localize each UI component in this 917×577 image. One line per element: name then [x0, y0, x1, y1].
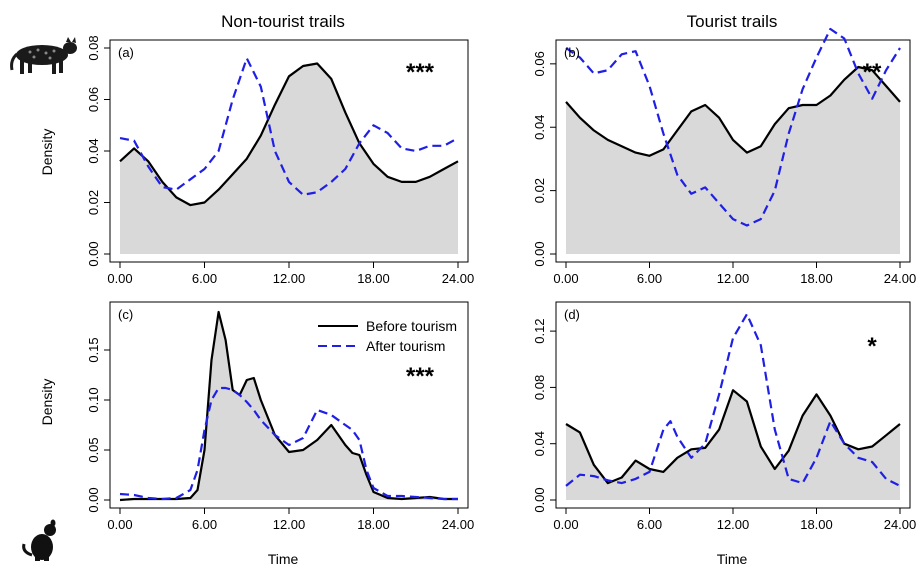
panel-b-after-line: [565, 27, 901, 227]
panel-d: 0.00 6.00 12.00 18.00 24.00 0.00 0.04 0.08 0.12 (…: [532, 301, 917, 532]
panel-a-xtick-label: 0.00: [107, 271, 132, 286]
panel-a-ytick-label: 0.02: [86, 190, 101, 215]
xlabel-right: Time: [717, 551, 748, 567]
panel-d-ytick-label: 0.04: [532, 431, 547, 456]
panel-a-xtick-label: 24.00: [442, 271, 475, 286]
panel-c-ytick-label: 0.10: [86, 387, 101, 412]
ylabel-top: Density: [39, 129, 55, 176]
legend: Before tourism After tourism: [318, 318, 457, 354]
xlabel-left: Time: [268, 551, 299, 567]
panel-b-xtick-label: 18.00: [800, 271, 833, 286]
panel-d-xtick-label: 18.00: [800, 517, 833, 532]
panel-d-after-line: [565, 313, 901, 487]
panel-b-ytick-label: 0.00: [532, 241, 547, 266]
panel-d-xtick-label: 0.00: [553, 517, 578, 532]
panel-c-xtick-label: 24.00: [442, 517, 475, 532]
panel-c-label: (c): [118, 307, 133, 322]
panel-a-label: (a): [118, 45, 134, 60]
panel-c-xtick-label: 0.00: [107, 517, 132, 532]
panel-a-significance: ***: [406, 59, 435, 86]
panel-a: 0.00 6.00 12.00 18.00 24.00 0.00 0.02 0.04 0.06 0…: [86, 35, 474, 286]
panel-a-after-line: [119, 57, 459, 196]
panel-b: 0.00 6.00 12.00 18.00 24.00 0.00 0.02 0.04 0.06 (…: [532, 27, 917, 286]
panel-b-before-area: [566, 67, 900, 254]
panel-a-ytick-label: 0.06: [86, 87, 101, 112]
panel-a-xtick-label: 12.00: [273, 271, 306, 286]
panel-b-xtick-label: 6.00: [637, 271, 662, 286]
panel-b-ytick-label: 0.04: [532, 115, 547, 140]
panel-d-significance: *: [867, 333, 877, 360]
panel-c-xtick-label: 6.00: [192, 517, 217, 532]
panel-a-ytick-label: 0.04: [86, 138, 101, 163]
panel-b-xtick-label: 12.00: [717, 271, 750, 286]
panel-a-before-area: [120, 63, 458, 254]
panel-c-before-line: [119, 310, 458, 502]
column-title-tourist: Tourist trails: [687, 12, 778, 31]
panel-c-xtick-label: 18.00: [357, 517, 390, 532]
panel-c: 0.00 6.00 12.00 18.00 24.00 0.00 0.05 0.10 0.15 (…: [86, 301, 475, 532]
legend-after-label: After tourism: [366, 338, 445, 354]
panel-d-xtick-label: 24.00: [884, 517, 917, 532]
panel-a-ytick-label: 0.00: [86, 241, 101, 266]
panel-d-xtick-label: 12.00: [717, 517, 750, 532]
panel-a-xtick-label: 18.00: [357, 271, 390, 286]
panel-d-ytick-label: 0.08: [532, 375, 547, 400]
panel-b-before-line: [565, 65, 901, 157]
small-mammal-icon: [22, 519, 56, 561]
panel-c-ytick-label: 0.15: [86, 337, 101, 362]
panel-c-ytick-label: 0.00: [86, 487, 101, 512]
column-title-non-tourist: Non-tourist trails: [221, 12, 345, 31]
panel-b-label: (b): [564, 45, 580, 60]
panel-b-significance: **: [863, 59, 882, 86]
panel-d-xtick-label: 6.00: [637, 517, 662, 532]
panel-a-ytick-label: 0.08: [86, 35, 101, 60]
panel-b-ytick-label: 0.06: [532, 51, 547, 76]
ocelot-icon: [10, 37, 77, 74]
panel-d-ytick-label: 0.12: [532, 318, 547, 343]
panel-b-xtick-label: 24.00: [884, 271, 917, 286]
panel-d-label: (d): [564, 307, 580, 322]
panel-b-ytick-label: 0.02: [532, 178, 547, 203]
legend-before-label: Before tourism: [366, 318, 457, 334]
panel-b-xtick-label: 0.00: [553, 271, 578, 286]
panel-c-xtick-label: 12.00: [273, 517, 306, 532]
panel-c-significance: ***: [406, 363, 435, 390]
panel-c-after-line: [119, 386, 458, 501]
ylabel-bottom: Density: [39, 379, 55, 426]
panel-a-before-line: [119, 62, 459, 207]
panel-c-ytick-label: 0.05: [86, 437, 101, 462]
panel-a-xtick-label: 6.00: [192, 271, 217, 286]
panel-d-ytick-label: 0.00: [532, 487, 547, 512]
